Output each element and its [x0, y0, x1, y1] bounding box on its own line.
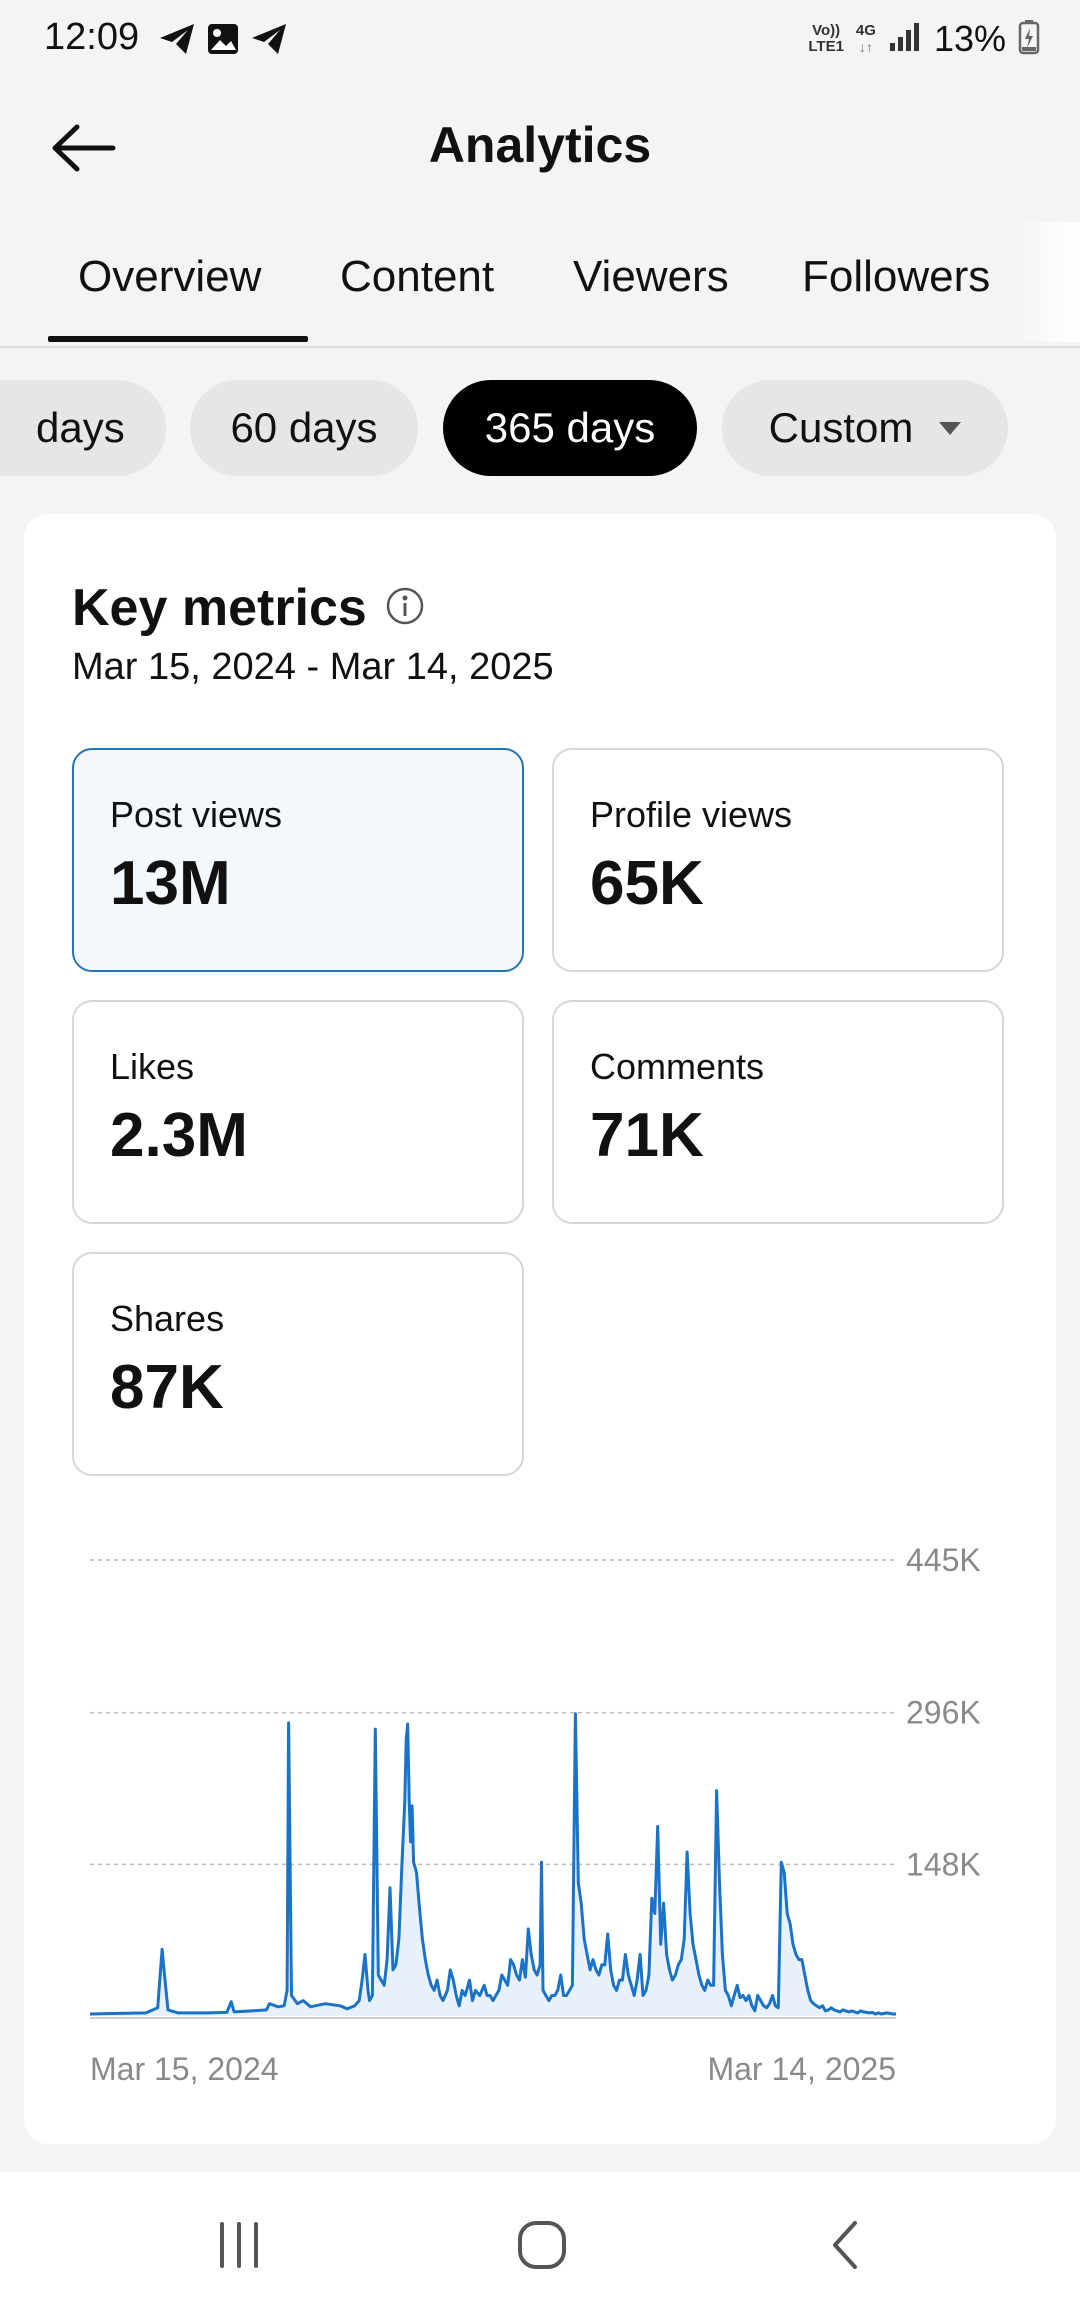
- card-title: Key metrics: [72, 579, 367, 637]
- y-tick-label: 148K: [906, 1846, 981, 1882]
- volte-indicator: Vo)) LTE1: [808, 23, 844, 55]
- metric-label: Profile views: [590, 794, 793, 835]
- key-metrics-card: Key metrics Mar 15, 2024 - Mar 14, 2025 …: [24, 514, 1056, 2144]
- network-type-label: 4G: [855, 22, 876, 39]
- metric-label: Shares: [110, 1298, 225, 1339]
- metric-value: 87K: [110, 1353, 224, 1422]
- card-title-row: Key metrics: [72, 578, 425, 638]
- y-tick-label: 296K: [906, 1695, 981, 1731]
- tab-bar: Overview Content Viewers Followers: [0, 222, 1080, 348]
- metric-post-views[interactable]: Post views 13M: [72, 748, 524, 972]
- range-chip-label: 365 days: [484, 404, 656, 451]
- home-icon: [516, 2219, 568, 2276]
- back-button[interactable]: [44, 110, 124, 190]
- range-chip-days[interactable]: days: [0, 380, 166, 476]
- system-back-button[interactable]: [800, 2212, 890, 2282]
- app-header: Analytics: [0, 80, 1080, 220]
- arrow-left-icon: [51, 123, 117, 178]
- range-chip-label: 60 days: [230, 404, 378, 451]
- metric-label: Likes: [110, 1046, 195, 1087]
- range-chip-60-days[interactable]: 60 days: [190, 380, 418, 476]
- date-range: Mar 15, 2024 - Mar 14, 2025: [72, 646, 554, 688]
- metric-value: 65K: [590, 849, 704, 918]
- y-tick-label: 445K: [906, 1542, 981, 1578]
- x-tick-label-end: Mar 14, 2025: [707, 2051, 896, 2087]
- metric-value: 71K: [590, 1101, 704, 1170]
- metric-shares[interactable]: Shares 87K: [72, 1252, 524, 1476]
- battery-icon: [1018, 19, 1040, 60]
- caret-down-icon: [939, 421, 962, 435]
- range-chip-label: days: [36, 404, 125, 451]
- notification-icons: [158, 22, 288, 61]
- chart-svg: 445K 296K 148K Mar 15, 2024 Mar 14, 2025: [89, 1542, 981, 2087]
- home-button[interactable]: [497, 2212, 587, 2282]
- status-right: Vo)) LTE1 4G ↓↑ 13%: [808, 18, 1040, 60]
- range-chip-custom[interactable]: Custom: [722, 380, 1008, 476]
- battery-percent: 13%: [933, 18, 1006, 59]
- lte-label: LTE1: [808, 38, 844, 55]
- tab-selected-indicator: [48, 336, 308, 342]
- x-tick-label-start: Mar 15, 2024: [90, 2051, 279, 2087]
- tab-viewers[interactable]: Viewers: [573, 252, 729, 301]
- nav-back-icon: [825, 2219, 865, 2276]
- tab-overview[interactable]: Overview: [78, 252, 262, 301]
- metric-label: Comments: [590, 1046, 765, 1087]
- signal-icon: [888, 21, 922, 58]
- info-icon[interactable]: [385, 586, 425, 631]
- date-range-chips: days 60 days 365 days Custom: [0, 380, 1080, 480]
- metric-profile-views[interactable]: Profile views 65K: [552, 748, 1004, 972]
- metric-comments[interactable]: Comments 71K: [552, 1000, 1004, 1224]
- tab-followers[interactable]: Followers: [802, 252, 991, 301]
- tab-content[interactable]: Content: [340, 252, 495, 301]
- metric-value: 13M: [110, 849, 231, 918]
- telegram-icon: [158, 22, 196, 61]
- status-time: 12:09: [44, 16, 140, 58]
- system-nav-bar: [0, 2172, 1080, 2316]
- range-chip-label: Custom: [768, 404, 914, 451]
- network-type: 4G ↓↑: [855, 22, 876, 56]
- metric-likes[interactable]: Likes 2.3M: [72, 1000, 524, 1224]
- metric-label: Post views: [110, 794, 283, 835]
- chart-series-line: [89, 1712, 896, 2016]
- image-icon: [206, 22, 240, 61]
- volte-label: Vo)): [812, 22, 841, 39]
- recents-icon: [214, 2220, 264, 2275]
- range-chip-365-days[interactable]: 365 days: [443, 380, 697, 476]
- metric-value: 2.3M: [110, 1101, 248, 1170]
- telegram-icon: [250, 22, 288, 61]
- page-title: Analytics: [428, 117, 652, 173]
- recents-button[interactable]: [194, 2212, 284, 2282]
- tabs-scroll-fade: [1010, 222, 1080, 342]
- status-bar: 12:09 Vo)) LTE1 4G ↓↑ 13%: [0, 0, 1080, 80]
- post-views-chart[interactable]: 445K 296K 148K Mar 15, 2024 Mar 14, 2025: [24, 1514, 1056, 2114]
